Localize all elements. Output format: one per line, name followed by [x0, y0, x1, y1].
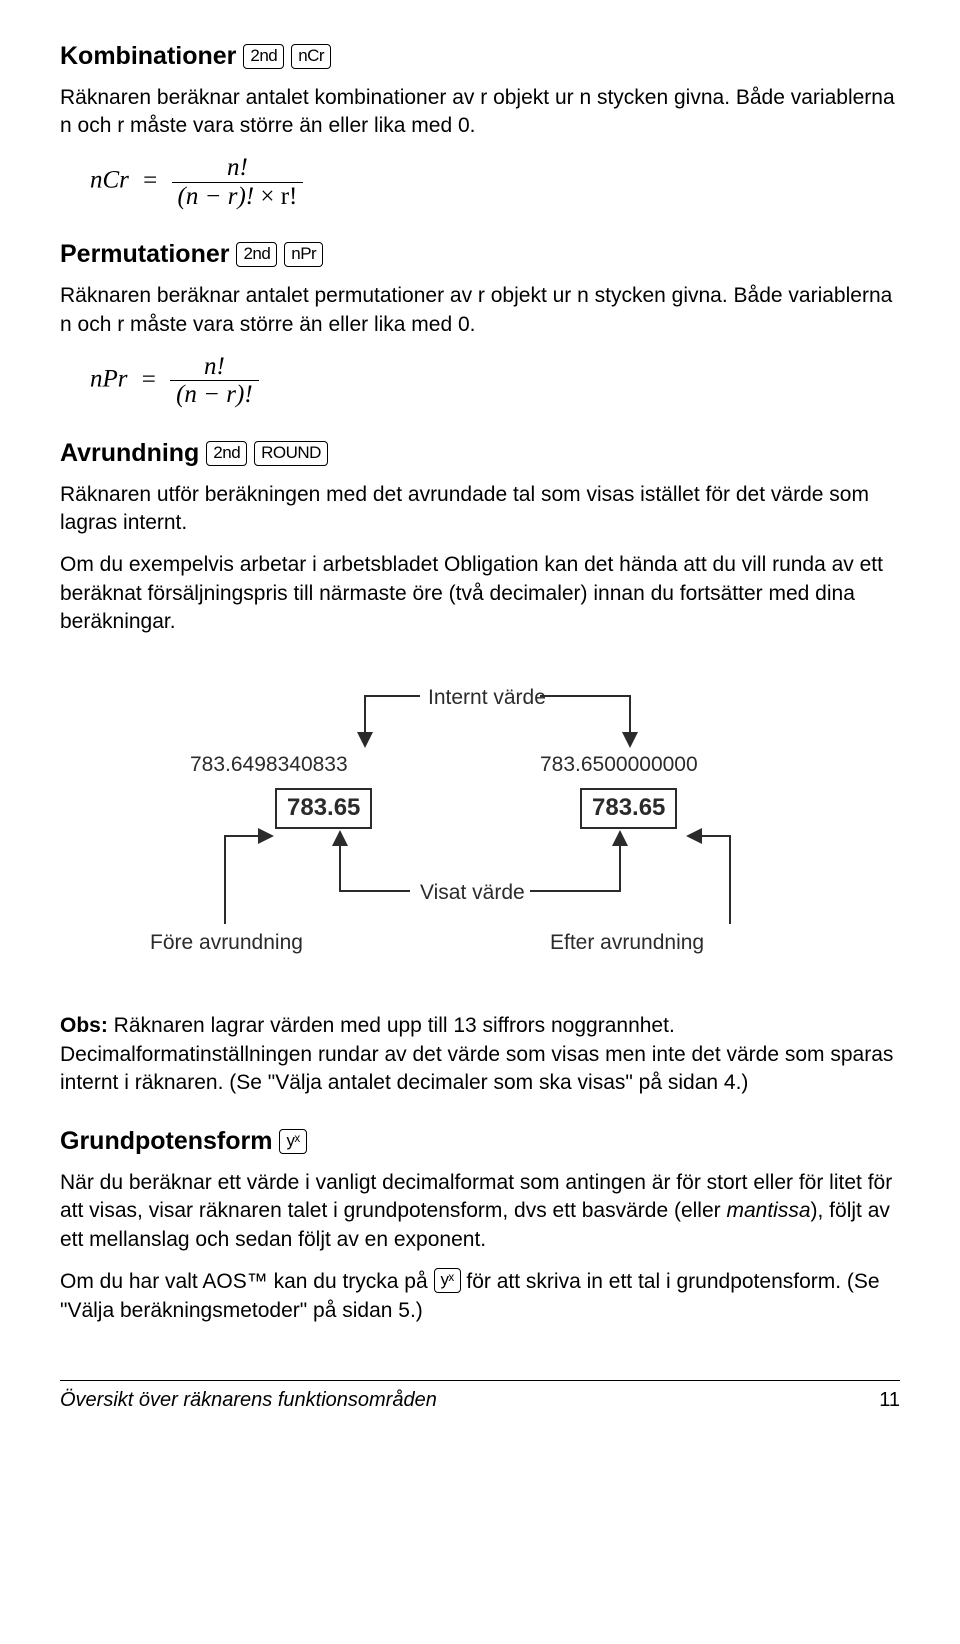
equals-sign: =	[134, 366, 164, 393]
label-before-rounding: Före avrundning	[150, 929, 303, 957]
key-yx-inline: yˣ	[434, 1268, 461, 1293]
key-yx: yˣ	[279, 1129, 306, 1154]
scientific-body-2: Om du har valt AOS™ kan du trycka på yˣ …	[60, 1268, 900, 1325]
rounding-diagram: Internt värde 783.6498340833 783.6500000…	[110, 666, 850, 976]
key-npr: nPr	[284, 242, 323, 267]
combinations-body: Räknaren beräknar antalet kombinationer …	[60, 84, 900, 141]
formula-numerator: n!	[172, 154, 304, 183]
scientific-body-1: När du beräknar ett värde i vanligt deci…	[60, 1169, 900, 1254]
section-title-rounding: Avrundning 2nd ROUND	[60, 437, 900, 471]
label-displayed-value: Visat värde	[420, 879, 525, 907]
formula-lhs: nPr	[90, 366, 128, 393]
label-internal-value: Internt värde	[428, 684, 546, 712]
note-precision: Obs: Räknaren lagrar värden med upp till…	[60, 1012, 900, 1097]
body1-mantissa: mantissa	[726, 1199, 810, 1222]
formula-denominator: (n − r)! × r!	[172, 183, 304, 211]
footer-page-number: 11	[879, 1387, 900, 1414]
permutations-formula: nPr = n! (n − r)!	[90, 353, 900, 409]
body2-a: Om du har valt AOS™ kan du trycka på	[60, 1270, 434, 1293]
section-title-scientific: Grundpotensform yˣ	[60, 1125, 900, 1159]
key-2nd: 2nd	[243, 44, 284, 69]
title-text: Grundpotensform	[60, 1127, 273, 1155]
label-after-rounding: Efter avrundning	[550, 929, 704, 957]
key-round: ROUND	[254, 441, 328, 466]
combinations-formula: nCr = n! (n − r)! × r!	[90, 154, 900, 210]
key-2nd: 2nd	[236, 242, 277, 267]
key-ncr: nCr	[291, 44, 331, 69]
footer-title: Översikt över räknarens funktionsområden	[60, 1387, 437, 1414]
page-footer: Översikt över räknarens funktionsområden…	[60, 1380, 900, 1414]
key-2nd: 2nd	[206, 441, 247, 466]
permutations-body: Räknaren beräknar antalet permutationer …	[60, 282, 900, 339]
section-title-permutations: Permutationer 2nd nPr	[60, 238, 900, 272]
note-text: Räknaren lagrar värden med upp till 13 s…	[60, 1014, 893, 1094]
left-internal-value: 783.6498340833	[190, 751, 348, 779]
right-internal-value: 783.6500000000	[540, 751, 698, 779]
note-label: Obs:	[60, 1014, 108, 1037]
equals-sign: =	[135, 167, 165, 194]
title-text: Kombinationer	[60, 42, 236, 70]
rounding-body-1: Räknaren utför beräkningen med det avrun…	[60, 481, 900, 538]
right-displayed-value: 783.65	[580, 788, 677, 828]
formula-lhs: nCr	[90, 167, 129, 194]
title-text: Avrundning	[60, 439, 199, 467]
section-title-combinations: Kombinationer 2nd nCr	[60, 40, 900, 74]
formula-numerator: n!	[170, 353, 259, 382]
left-displayed-value: 783.65	[275, 788, 372, 828]
title-text: Permutationer	[60, 240, 229, 268]
rounding-body-2: Om du exempelvis arbetar i arbetsbladet …	[60, 551, 900, 636]
formula-denominator: (n − r)!	[170, 381, 259, 409]
